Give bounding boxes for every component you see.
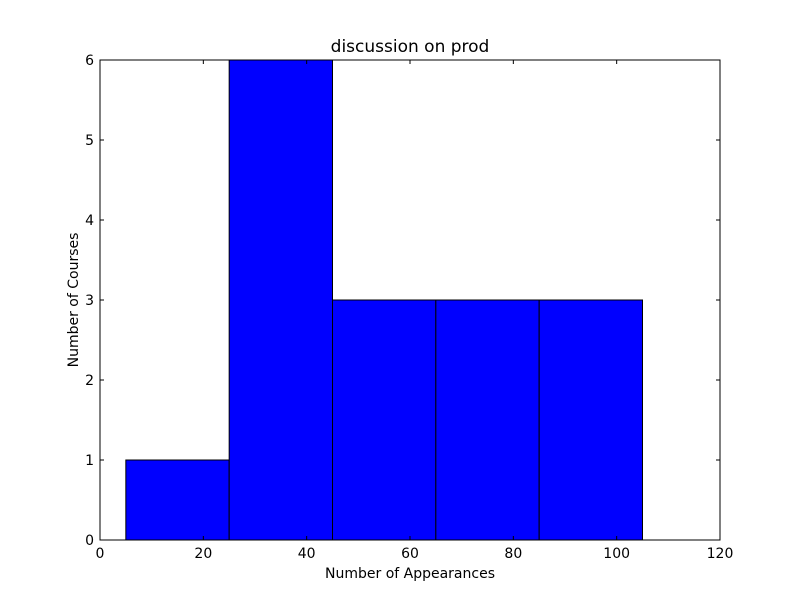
x-tick-label-3: 60 (401, 546, 419, 562)
y-tick-label-4: 4 (85, 213, 94, 229)
tick-labels-group: 0 20 40 60 80 100 120 0 1 2 3 4 5 6 (85, 53, 733, 562)
histogram-bar-1 (228, 59, 334, 541)
y-tick-label-0: 0 (85, 533, 94, 549)
histogram-bar-0 (125, 459, 230, 541)
chart-title: discussion on prod (331, 37, 490, 57)
y-axis-label: Number of Courses (66, 233, 82, 368)
x-tick-label-0: 0 (96, 546, 105, 562)
y-tick-label-1: 1 (85, 453, 94, 469)
histogram-bar-3 (435, 299, 540, 541)
x-tick-label-1: 20 (194, 546, 212, 562)
x-tick-label-4: 80 (504, 546, 522, 562)
x-axis-label: Number of Appearances (325, 566, 495, 582)
bars-group (125, 59, 644, 541)
x-tick-label-2: 40 (298, 546, 316, 562)
histogram-bar-2 (332, 299, 437, 541)
y-tick-label-2: 2 (85, 373, 94, 389)
y-tick-label-5: 5 (85, 133, 94, 149)
ticks-group (99, 59, 721, 541)
x-tick-label-5: 100 (603, 546, 630, 562)
x-tick-label-6: 120 (707, 546, 734, 562)
y-tick-label-6: 6 (85, 53, 94, 69)
histogram-bar-4 (538, 299, 644, 541)
y-tick-label-3: 3 (85, 293, 94, 309)
